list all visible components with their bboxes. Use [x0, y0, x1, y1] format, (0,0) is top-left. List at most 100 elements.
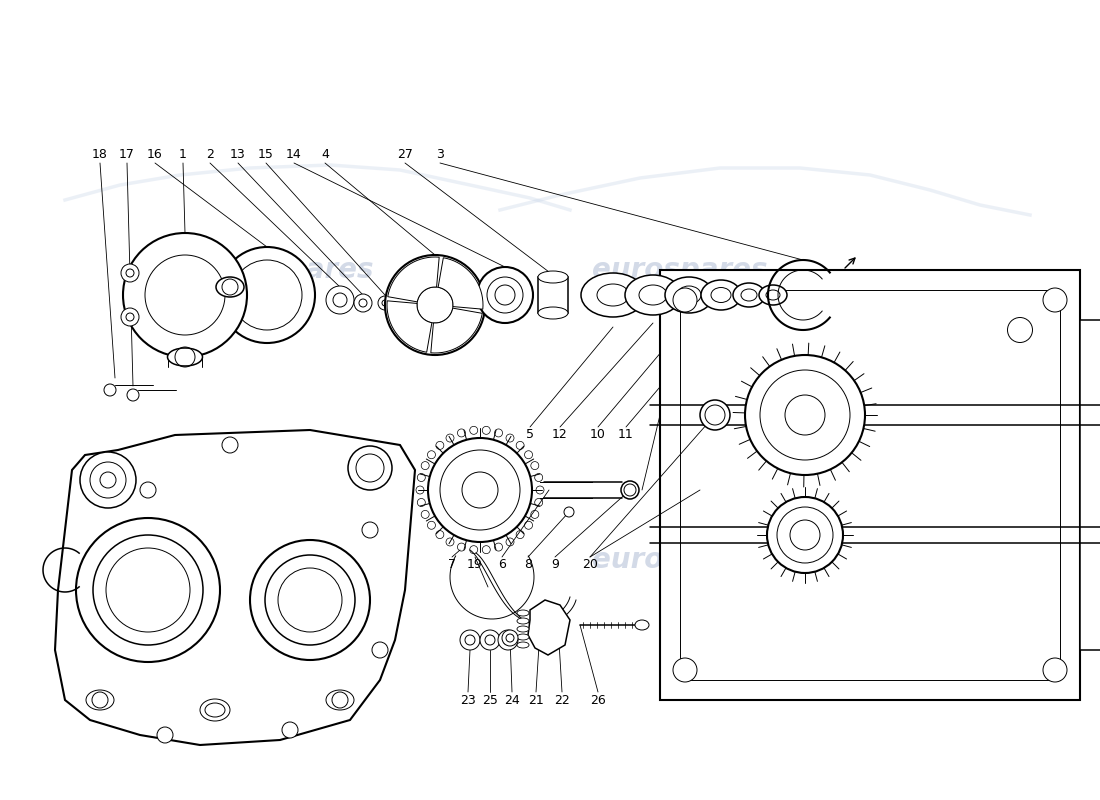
Circle shape [421, 510, 429, 518]
Circle shape [436, 442, 444, 450]
Circle shape [121, 308, 139, 326]
Ellipse shape [517, 626, 529, 632]
Ellipse shape [759, 285, 786, 305]
Text: eurospares: eurospares [592, 546, 768, 574]
Circle shape [348, 446, 392, 490]
Ellipse shape [517, 634, 529, 640]
Circle shape [354, 294, 372, 312]
Polygon shape [528, 600, 570, 655]
Circle shape [222, 437, 238, 453]
Text: 22: 22 [554, 694, 570, 706]
Circle shape [121, 264, 139, 282]
Text: 16: 16 [147, 149, 163, 162]
Circle shape [564, 507, 574, 517]
Circle shape [525, 450, 532, 458]
Circle shape [428, 438, 532, 542]
Ellipse shape [538, 307, 568, 319]
Text: 20: 20 [582, 558, 598, 571]
Text: 11: 11 [618, 429, 634, 442]
Polygon shape [387, 301, 432, 352]
Circle shape [536, 486, 544, 494]
Circle shape [767, 497, 843, 573]
Circle shape [436, 530, 444, 538]
Text: 19: 19 [468, 558, 483, 571]
Circle shape [458, 543, 465, 551]
Circle shape [362, 522, 378, 538]
Text: 7: 7 [448, 558, 456, 571]
Text: 1: 1 [179, 149, 187, 162]
Circle shape [126, 389, 139, 401]
Circle shape [495, 429, 503, 437]
Circle shape [506, 434, 514, 442]
Ellipse shape [625, 275, 681, 315]
Bar [538, 277, 568, 313]
Ellipse shape [517, 642, 529, 648]
Ellipse shape [621, 481, 639, 499]
Circle shape [525, 522, 532, 530]
Text: 21: 21 [528, 694, 543, 706]
Circle shape [470, 546, 477, 554]
Circle shape [372, 642, 388, 658]
Circle shape [282, 722, 298, 738]
Text: 17: 17 [119, 149, 135, 162]
Text: 26: 26 [590, 694, 606, 706]
Circle shape [477, 267, 534, 323]
Circle shape [417, 498, 426, 506]
Circle shape [157, 727, 173, 743]
Circle shape [482, 426, 491, 434]
Ellipse shape [200, 699, 230, 721]
Ellipse shape [733, 283, 764, 307]
Circle shape [502, 630, 518, 646]
Circle shape [516, 530, 524, 538]
Circle shape [482, 546, 491, 554]
Circle shape [480, 630, 501, 650]
Text: eurospares: eurospares [198, 546, 374, 574]
Circle shape [76, 518, 220, 662]
Circle shape [123, 233, 248, 357]
Circle shape [458, 429, 465, 437]
Ellipse shape [1008, 318, 1033, 342]
Text: 12: 12 [552, 429, 568, 442]
Circle shape [421, 462, 429, 470]
Circle shape [460, 630, 480, 650]
Text: 23: 23 [460, 694, 476, 706]
Circle shape [535, 498, 542, 506]
Circle shape [446, 538, 454, 546]
Circle shape [673, 658, 697, 682]
Text: 24: 24 [504, 694, 520, 706]
Circle shape [1043, 658, 1067, 682]
Ellipse shape [216, 277, 244, 297]
Circle shape [219, 247, 315, 343]
Circle shape [506, 538, 514, 546]
Polygon shape [431, 308, 482, 353]
Ellipse shape [517, 618, 529, 624]
Text: 6: 6 [498, 558, 506, 571]
Circle shape [516, 442, 524, 450]
Polygon shape [387, 257, 439, 302]
Text: 14: 14 [286, 149, 301, 162]
Circle shape [531, 462, 539, 470]
Circle shape [104, 384, 116, 396]
Ellipse shape [86, 690, 114, 710]
Text: 10: 10 [590, 429, 606, 442]
Ellipse shape [701, 280, 741, 310]
Text: 4: 4 [321, 149, 329, 162]
Circle shape [673, 288, 697, 312]
Ellipse shape [538, 271, 568, 283]
Circle shape [332, 692, 348, 708]
Circle shape [80, 452, 136, 508]
Circle shape [1043, 288, 1067, 312]
Circle shape [92, 692, 108, 708]
Text: 27: 27 [397, 149, 412, 162]
Circle shape [416, 486, 424, 494]
Text: 25: 25 [482, 694, 498, 706]
Polygon shape [438, 258, 483, 309]
Circle shape [470, 426, 477, 434]
Circle shape [535, 474, 542, 482]
Circle shape [428, 450, 436, 458]
Circle shape [378, 296, 392, 310]
Text: 13: 13 [230, 149, 246, 162]
Ellipse shape [635, 620, 649, 630]
Polygon shape [55, 430, 415, 745]
Bar [1080, 320, 1100, 650]
